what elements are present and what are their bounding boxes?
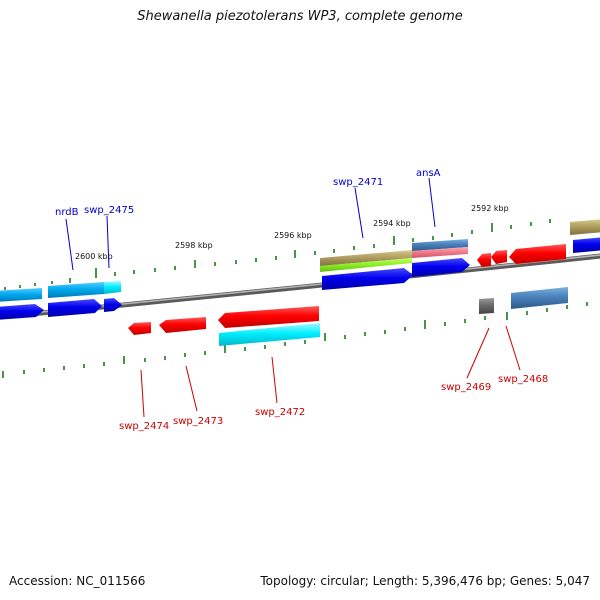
plus-gene-arrow-2 xyxy=(48,299,102,317)
leader-swp2472 xyxy=(271,356,278,404)
leader-swp2473 xyxy=(185,365,198,412)
outer-tick-ring xyxy=(4,219,551,290)
gene-label-swp2474[interactable]: swp_2474 xyxy=(119,421,169,432)
gene-label-swp2475[interactable]: swp_2475 xyxy=(84,205,134,216)
minus-gene-arrow-swp2473 xyxy=(159,317,206,333)
scale-label-2598: 2598 kbp xyxy=(175,241,213,250)
minus-gene-arrow-swp2469b xyxy=(491,250,507,264)
minus-gene-arrow-swp2472 xyxy=(218,306,319,328)
gene-label-ansA[interactable]: ansA xyxy=(416,168,441,179)
plus-gene-arrow-3 xyxy=(104,298,122,312)
leader-ansA xyxy=(428,177,436,228)
plus-cog-band-swp2471 xyxy=(320,250,412,266)
gene-label-swp2468[interactable]: swp_2468 xyxy=(498,374,548,385)
plus-cog-band-3 xyxy=(104,281,121,294)
scale-label-2594: 2594 kbp xyxy=(373,219,411,228)
plus-gene-arrow-right xyxy=(573,237,600,253)
plus-cog-band-swp2471-lower xyxy=(320,258,412,272)
scale-label-2600: 2600 kbp xyxy=(75,252,113,261)
leader-swp2469 xyxy=(466,327,490,379)
plus-cog-band-1 xyxy=(0,288,42,302)
plus-cog-band-ansA-lower xyxy=(412,247,468,258)
leader-swp2468 xyxy=(505,325,521,371)
leader-swp2475 xyxy=(106,215,110,269)
accession-label: Accession: NC_011566 xyxy=(9,574,146,588)
leader-swp2474 xyxy=(140,369,145,418)
minus-gene-arrow-swp2469 xyxy=(477,253,491,267)
plus-cog-band-right xyxy=(570,219,600,235)
gene-label-nrdB[interactable]: nrdB xyxy=(55,207,79,218)
minus-cog-band-swp2469 xyxy=(479,298,494,314)
gene-label-swp2472[interactable]: swp_2472 xyxy=(255,407,305,418)
minus-gene-arrow-swp2474 xyxy=(128,322,151,335)
gene-label-swp2469[interactable]: swp_2469 xyxy=(441,382,491,393)
plus-gene-arrow-1 xyxy=(0,304,44,320)
gene-label-swp2473[interactable]: swp_2473 xyxy=(173,416,223,427)
leader-swp2471 xyxy=(354,187,364,239)
topology-label: Topology: circular; Length: 5,396,476 bp… xyxy=(260,574,590,588)
minus-cog-band-swp2468 xyxy=(511,287,568,309)
scale-label-2596: 2596 kbp xyxy=(274,231,312,240)
page-title: Shewanella piezotolerans WP3, complete g… xyxy=(137,9,463,24)
plus-cog-band-2 xyxy=(48,282,104,298)
minus-cog-band-swp2472 xyxy=(219,323,320,346)
gene-label-swp2471[interactable]: swp_2471 xyxy=(333,177,383,188)
leader-nrdB xyxy=(65,218,74,271)
plus-gene-arrow-ansA xyxy=(412,258,470,277)
inner-tick-ring xyxy=(2,302,588,378)
plus-gene-arrow-swp2471 xyxy=(322,268,413,290)
scale-label-2592: 2592 kbp xyxy=(471,204,509,213)
minus-gene-arrow-swp2468 xyxy=(509,244,566,264)
